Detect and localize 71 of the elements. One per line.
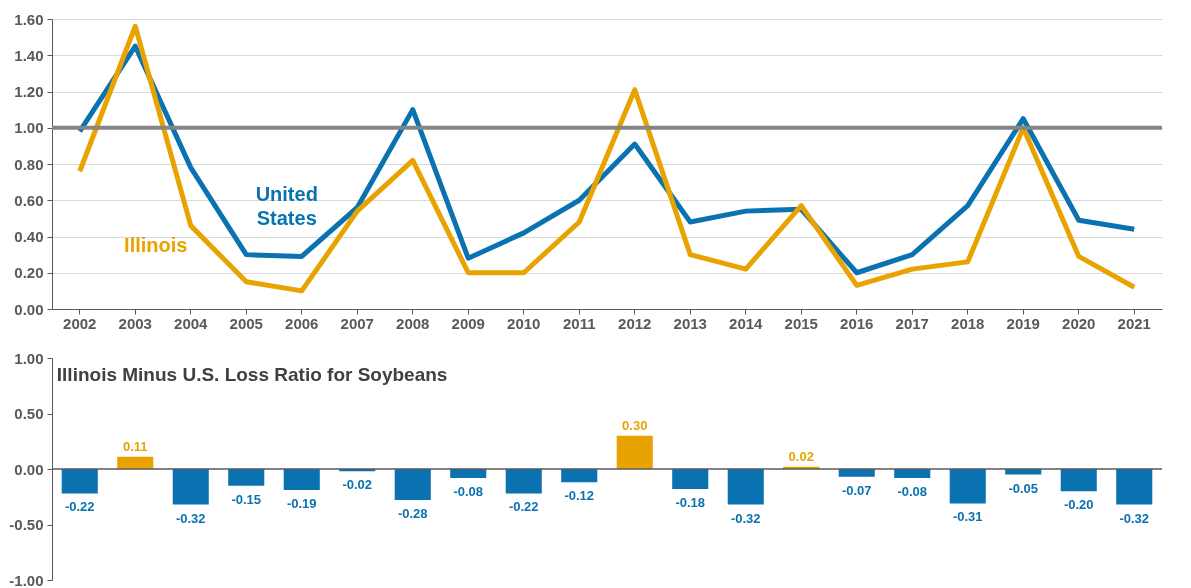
x-tick-label: 2016	[840, 314, 874, 332]
y-tick-label: 0.00	[14, 300, 44, 318]
bar	[228, 469, 265, 486]
x-tick-label: 2019	[1006, 314, 1040, 332]
data-label: -0.31	[952, 509, 983, 525]
chart-title: Illinois Minus U.S. Loss Ratio for Soybeans	[56, 364, 448, 385]
x-tick-label: 2010	[507, 314, 541, 332]
y-tick-label: 0.40	[14, 228, 44, 245]
data-label: -0.08	[897, 483, 928, 499]
bar	[505, 469, 542, 494]
data-label: 0.11	[122, 438, 148, 454]
bar	[672, 469, 709, 489]
x-tick-label: 2007	[340, 314, 374, 332]
bar	[1060, 469, 1097, 492]
data-label: -0.05	[1008, 480, 1039, 496]
data-label: -0.32	[175, 510, 206, 526]
x-tick-label: 2021	[1117, 314, 1151, 332]
data-label: -0.02	[342, 477, 373, 493]
x-tick-label: 2008	[396, 314, 430, 332]
series-label: United States	[255, 182, 318, 229]
data-label: -0.07	[841, 482, 872, 498]
x-tick-label: 2013	[673, 314, 707, 332]
x-tick-label: 2002	[63, 314, 97, 332]
data-label: -0.19	[286, 496, 317, 512]
y-tick-label: 1.00	[14, 349, 44, 367]
bar	[117, 456, 154, 469]
bar	[1116, 469, 1153, 505]
y-tick-label: 0.00	[14, 460, 44, 478]
data-label: -0.08	[453, 483, 484, 499]
bar	[61, 469, 98, 494]
x-tick-label: 2017	[895, 314, 929, 332]
x-tick-label: 2004	[174, 314, 209, 332]
y-tick-label: -1.00	[9, 571, 44, 588]
data-label: -0.15	[231, 491, 262, 507]
bar	[394, 469, 431, 501]
bar	[616, 435, 653, 469]
y-tick-label: 1.20	[14, 83, 44, 100]
data-label: -0.12	[564, 488, 595, 504]
data-label: -0.22	[64, 499, 95, 515]
data-label: -0.22	[508, 499, 539, 515]
bar	[949, 469, 986, 504]
x-tick-label: 2003	[118, 314, 152, 332]
x-tick-label: 2005	[229, 314, 263, 332]
y-tick-label: 0.50	[14, 405, 44, 422]
x-tick-label: 2018	[951, 314, 985, 332]
bar	[727, 469, 764, 505]
x-tick-label: 2012	[618, 314, 652, 332]
y-tick-label: 0.20	[14, 264, 44, 282]
y-tick-label: 0.80	[14, 155, 44, 173]
y-tick-label: 1.40	[14, 46, 44, 64]
y-tick-label: -0.50	[9, 516, 44, 533]
x-tick-label: 2011	[562, 314, 596, 332]
y-tick-label: 0.60	[14, 191, 44, 209]
data-label: -0.32	[1119, 510, 1150, 526]
data-label: 0.02	[788, 448, 814, 464]
y-tick-label: 1.00	[14, 119, 44, 137]
x-tick-label: 2020	[1062, 314, 1096, 332]
x-tick-label: 2014	[729, 314, 764, 332]
x-tick-label: 2009	[451, 314, 485, 332]
data-label: -0.28	[397, 506, 428, 522]
x-tick-label: 2015	[784, 314, 818, 332]
x-tick-label: 2006	[285, 314, 319, 332]
bar	[172, 469, 209, 505]
data-label: -0.18	[675, 494, 706, 510]
y-tick-label: 1.60	[14, 10, 44, 28]
bar	[561, 469, 598, 483]
bar	[283, 469, 320, 491]
data-label: -0.32	[730, 510, 761, 526]
data-label: 0.30	[622, 417, 648, 433]
data-label: -0.20	[1063, 497, 1094, 513]
series-label: Illinois	[124, 233, 188, 256]
